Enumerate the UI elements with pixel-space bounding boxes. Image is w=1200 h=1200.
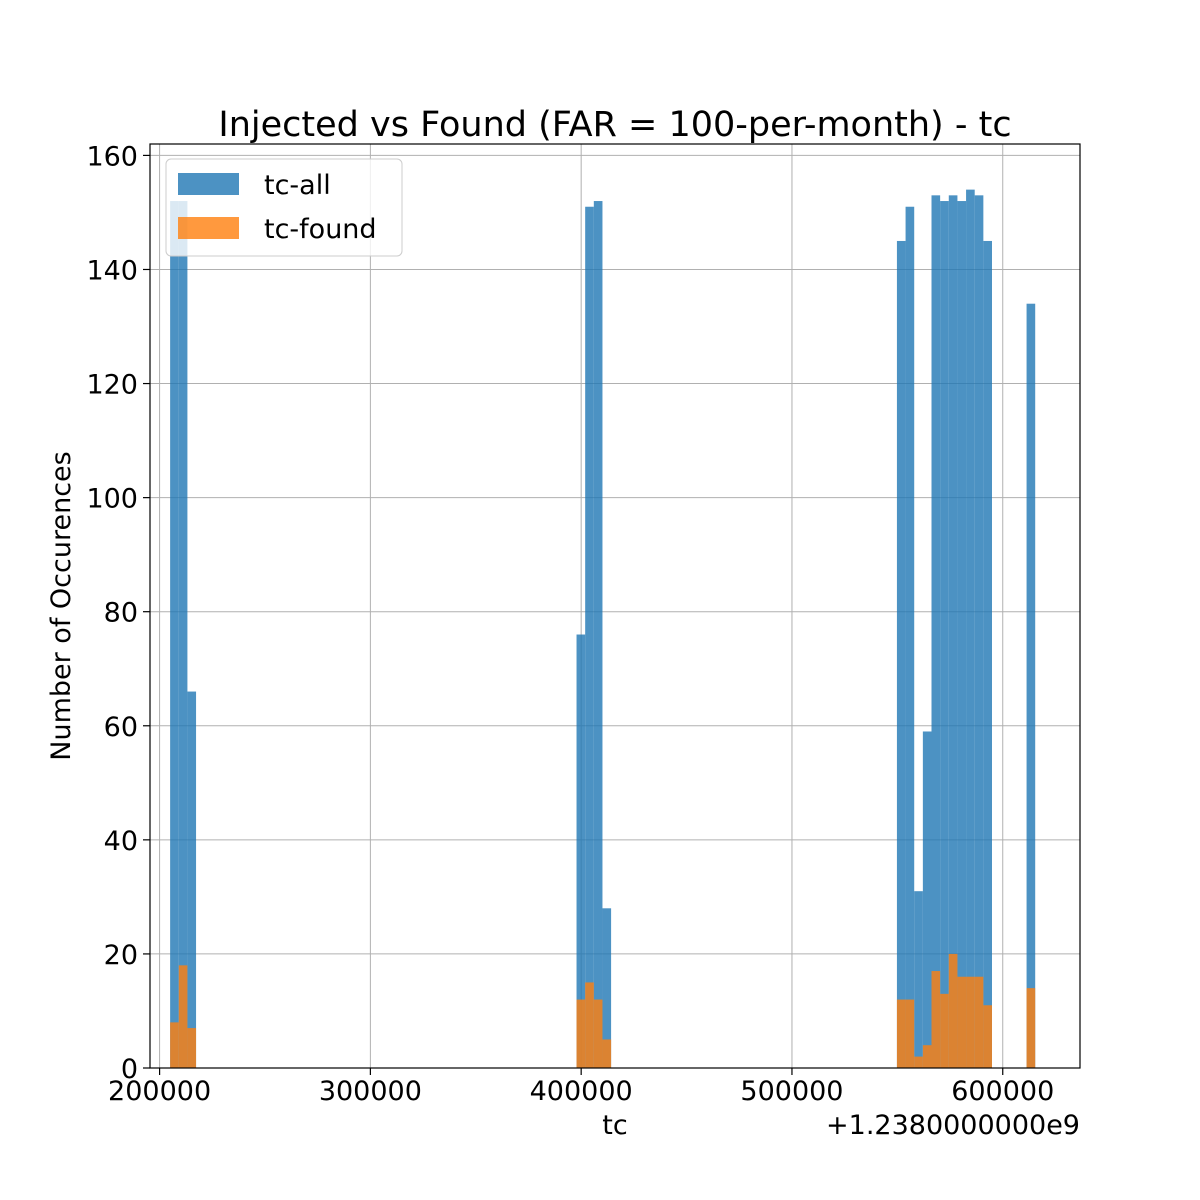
- plot-frame: [149, 143, 1081, 1069]
- bar-tc-found: [922, 1045, 932, 1068]
- chart-title: Injected vs Found (FAR = 100-per-month) …: [218, 105, 1011, 145]
- bar-tc-found: [585, 982, 594, 1068]
- y-tick-label: 0: [121, 1054, 138, 1085]
- bar-tc-all: [602, 908, 612, 1068]
- bar-tc-found: [974, 976, 984, 1068]
- histogram-bars: [170, 189, 1036, 1069]
- x-tick-label: 600000: [951, 1076, 1054, 1107]
- bar-tc-all: [966, 189, 975, 1068]
- x-axis-label: tc: [602, 1110, 627, 1141]
- bar-tc-found: [914, 1056, 923, 1068]
- bar-tc-found: [187, 1028, 197, 1068]
- axis-ticks: 200000 300000 400000 500000 600000 0 20 40 60 80 1…: [86, 141, 1054, 1107]
- x-axis-offset-text: +1.2380000000e9: [826, 1110, 1080, 1141]
- bar-tc-all: [1026, 303, 1036, 1068]
- y-tick-label: 100: [86, 484, 138, 515]
- legend-label-tc-found: tc-found: [264, 214, 377, 245]
- bar-tc-found: [178, 965, 188, 1068]
- bar-tc-all: [905, 206, 915, 1069]
- x-tick-label: 400000: [530, 1076, 633, 1107]
- bar-tc-all: [170, 201, 179, 1068]
- bar-tc-all: [940, 201, 949, 1068]
- bar-tc-all: [957, 201, 967, 1068]
- bar-tc-found: [957, 976, 967, 1068]
- bar-tc-found: [896, 999, 906, 1068]
- bar-tc-all: [983, 240, 992, 1069]
- y-tick-label: 160: [86, 141, 138, 172]
- y-tick-label: 60: [104, 712, 138, 743]
- bar-tc-all: [576, 634, 586, 1068]
- bar-tc-found: [931, 971, 941, 1068]
- legend-swatch-tc-found: [178, 217, 239, 239]
- bar-tc-all: [931, 195, 941, 1069]
- y-axis-label: Number of Occurences: [46, 451, 77, 760]
- bar-tc-found: [170, 1022, 179, 1068]
- bar-tc-found: [593, 999, 603, 1068]
- bar-tc-all: [178, 201, 188, 1068]
- bar-tc-found: [948, 953, 958, 1068]
- bar-tc-all: [948, 195, 958, 1069]
- y-tick-label: 140: [86, 255, 138, 286]
- legend: tc-all tc-found: [165, 158, 403, 257]
- y-tick-label: 80: [104, 598, 138, 629]
- bar-tc-all: [914, 891, 923, 1068]
- bar-tc-found: [1026, 988, 1036, 1068]
- y-tick-label: 120: [86, 370, 138, 401]
- bar-tc-all: [922, 731, 932, 1068]
- grid-lines: [150, 144, 1080, 1069]
- bar-tc-all: [593, 201, 603, 1068]
- x-tick-label: 300000: [319, 1076, 422, 1107]
- legend-swatch-tc-all: [178, 173, 239, 195]
- y-tick-label: 40: [104, 826, 138, 857]
- bar-tc-found: [576, 999, 586, 1068]
- x-tick-label: 200000: [108, 1076, 211, 1107]
- bar-tc-all: [896, 240, 906, 1069]
- bar-tc-found: [905, 999, 915, 1068]
- bar-tc-found: [940, 993, 949, 1068]
- bar-tc-found: [983, 1005, 992, 1068]
- legend-label-tc-all: tc-all: [264, 170, 331, 201]
- y-tick-label: 20: [104, 940, 138, 971]
- x-tick-label: 500000: [740, 1076, 843, 1107]
- bar-tc-found: [602, 1039, 612, 1068]
- bar-tc-all: [187, 691, 197, 1068]
- bar-tc-found: [966, 976, 975, 1068]
- bar-tc-all: [974, 195, 984, 1069]
- bar-tc-all: [585, 206, 594, 1069]
